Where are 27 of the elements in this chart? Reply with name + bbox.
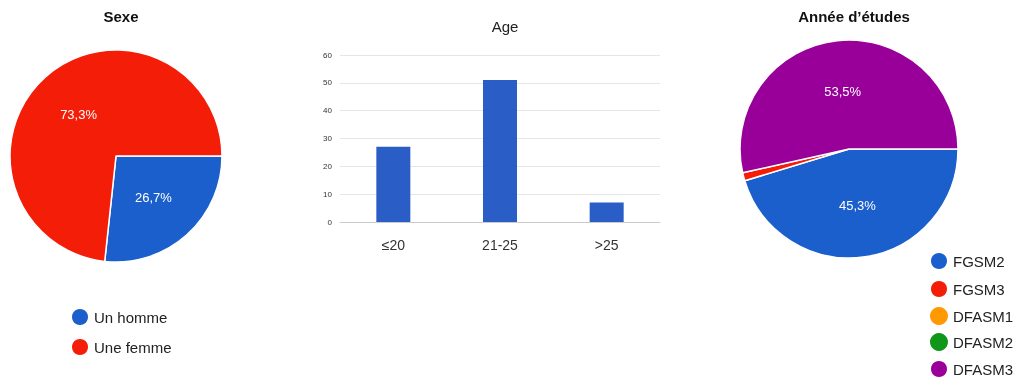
chart-title: Année d’études <box>798 8 910 25</box>
y-tick-label: 60 <box>323 50 333 60</box>
data-label: 53,5% <box>824 84 862 100</box>
legend-label: DFASM1 <box>952 307 1013 325</box>
y-tick-label: 50 <box>323 78 333 88</box>
y-tick-label: 40 <box>323 106 333 116</box>
legend-label: Une femme <box>94 338 172 356</box>
legend-label: DFASM3 <box>952 360 1013 378</box>
chart-title: Age <box>491 18 519 35</box>
bar <box>376 146 411 222</box>
data-label: 26,7% <box>134 190 173 206</box>
legend-label: FGSM2 <box>952 252 1005 270</box>
legend-label: Un homme <box>94 308 168 326</box>
chart-title: Sexe <box>103 8 139 25</box>
x-tick-label: ≤20 <box>381 237 406 253</box>
y-tick-label: 10 <box>323 189 333 199</box>
x-tick-label: 21-25 <box>482 237 519 253</box>
bar <box>589 202 624 222</box>
bar <box>483 80 517 222</box>
y-tick-label: 20 <box>323 161 333 171</box>
data-label: 45,3% <box>839 198 877 214</box>
x-tick-label: >25 <box>594 237 619 253</box>
legend-label: DFASM2 <box>952 333 1013 351</box>
y-tick-label: 30 <box>323 134 333 143</box>
data-label: 73,3% <box>60 106 98 122</box>
y-tick-label: 0 <box>327 217 333 227</box>
legend-label: FGSM3 <box>952 280 1005 298</box>
